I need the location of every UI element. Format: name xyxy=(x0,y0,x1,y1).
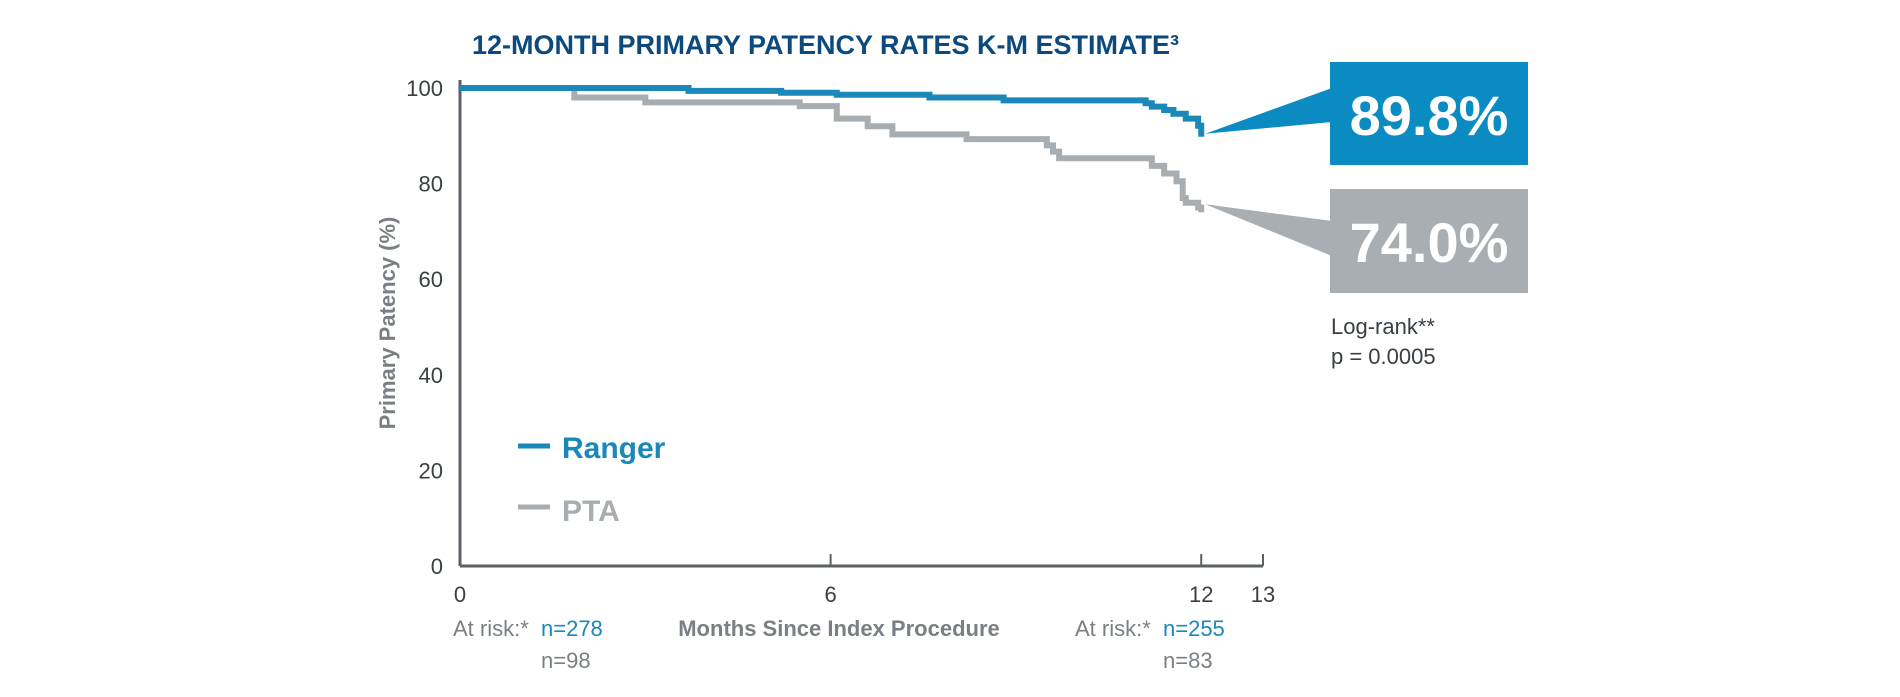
at-risk-pta-end: n=83 xyxy=(1163,648,1213,673)
callout-pta-value: 74.0% xyxy=(1350,211,1509,274)
series-line-ranger xyxy=(460,85,1205,137)
axes xyxy=(458,80,1263,568)
y-tick-label: 40 xyxy=(419,363,443,388)
callout-ranger-pointer xyxy=(1205,88,1332,134)
y-tick-label: 0 xyxy=(431,554,443,579)
legend: Ranger PTA xyxy=(518,432,666,528)
legend-label-pta: PTA xyxy=(562,495,620,528)
chart-title: 12-MONTH PRIMARY PATENCY RATES K-M ESTIM… xyxy=(472,30,1179,60)
y-tick-label: 100 xyxy=(406,76,443,101)
x-tick-label: 0 xyxy=(454,582,466,607)
at-risk-label-end: At risk:* xyxy=(1075,616,1151,641)
x-axis-ticks: 0 6 12 13 xyxy=(454,554,1275,607)
x-tick-label: 13 xyxy=(1251,582,1275,607)
log-rank-pvalue: p = 0.0005 xyxy=(1331,344,1436,369)
x-tick-label: 12 xyxy=(1189,582,1213,607)
callout-ranger-value: 89.8% xyxy=(1350,84,1509,147)
y-tick-label: 20 xyxy=(419,458,443,483)
callout-pta-pointer xyxy=(1205,204,1332,256)
series-line-pta xyxy=(460,85,1205,213)
x-tick-label: 6 xyxy=(824,582,836,607)
y-axis-ticks: 0 20 40 60 80 100 xyxy=(406,76,443,579)
at-risk-ranger-end: n=255 xyxy=(1163,616,1225,641)
callout-pta: 74.0% xyxy=(1205,189,1528,293)
series-lines xyxy=(460,85,1205,213)
y-tick-label: 80 xyxy=(419,172,443,197)
y-axis-title: Primary Patency (%) xyxy=(375,217,400,430)
y-tick-label: 60 xyxy=(419,267,443,292)
legend-label-ranger: Ranger xyxy=(562,432,666,465)
log-rank-label: Log-rank** xyxy=(1331,314,1435,339)
callout-ranger: 89.8% xyxy=(1205,62,1528,165)
at-risk-pta-start: n=98 xyxy=(541,648,591,673)
at-risk-label-start: At risk:* xyxy=(453,616,529,641)
callout-pta-box xyxy=(1330,189,1528,293)
at-risk-ranger-start: n=278 xyxy=(541,616,603,641)
callout-ranger-box xyxy=(1330,62,1528,165)
x-axis-title: Months Since Index Procedure xyxy=(678,616,1000,641)
